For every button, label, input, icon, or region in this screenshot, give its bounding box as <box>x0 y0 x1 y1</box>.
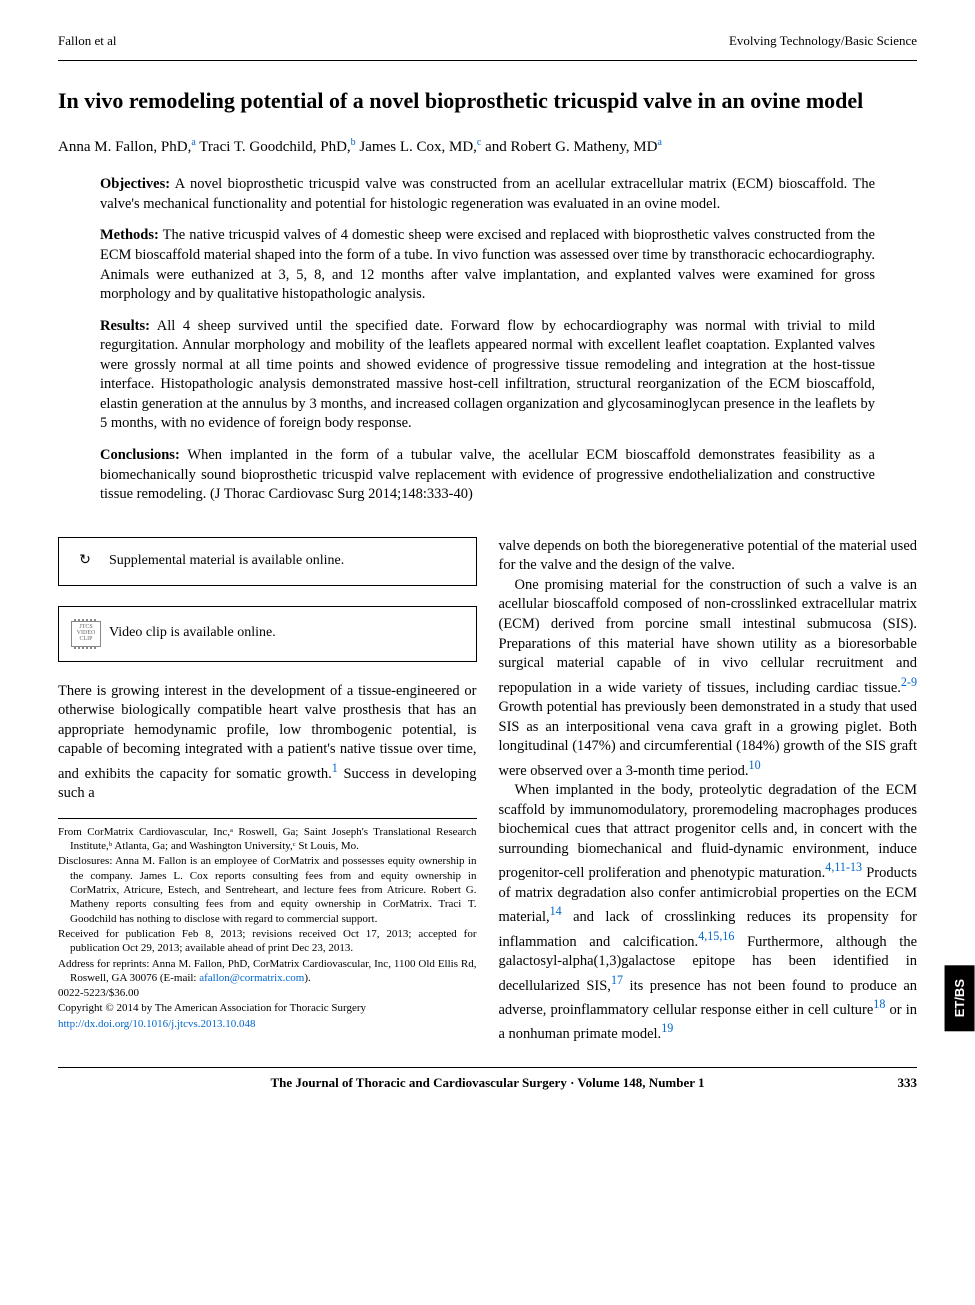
supplemental-box[interactable]: ↻ Supplemental material is available onl… <box>58 537 477 586</box>
citation-link[interactable]: 19 <box>661 1021 673 1035</box>
right-column: valve depends on both the bioregenerativ… <box>499 537 918 1045</box>
author-list: Anna M. Fallon, PhD,a Traci T. Goodchild… <box>0 114 975 157</box>
supplemental-icon: ↻ <box>71 552 99 571</box>
abstract: Objectives: A novel bioprosthetic tricus… <box>0 157 975 504</box>
left-column: ↻ Supplemental material is available onl… <box>58 537 477 1045</box>
supplemental-text: Supplemental material is available onlin… <box>109 552 344 571</box>
footnote-disclosures: Disclosures: Anna M. Fallon is an employ… <box>58 854 477 925</box>
running-header: Fallon et al Evolving Technology/Basic S… <box>0 0 975 58</box>
email-link[interactable]: afallon@cormatrix.com <box>199 972 304 984</box>
footnote-doi: http://dx.doi.org/10.1016/j.jtcvs.2013.1… <box>58 1017 477 1031</box>
abstract-label: Methods: <box>100 227 159 243</box>
abstract-text: When implanted in the form of a tubular … <box>100 447 875 502</box>
citation-link[interactable]: 4,11-13 <box>825 860 862 874</box>
citation-link[interactable]: 14 <box>550 904 562 918</box>
abstract-label: Results: <box>100 318 150 334</box>
citation-link[interactable]: 10 <box>749 758 761 772</box>
video-icon: JTCS VIDEO CLIP <box>71 621 99 647</box>
abstract-results: Results: All 4 sheep survived until the … <box>100 317 875 434</box>
footnote-from: From CorMatrix Cardiovascular, Inc,ᵃ Ros… <box>58 825 477 854</box>
abstract-objectives: Objectives: A novel bioprosthetic tricus… <box>100 175 875 214</box>
body-columns: ↻ Supplemental material is available onl… <box>0 517 975 1045</box>
doi-link[interactable]: http://dx.doi.org/10.1016/j.jtcvs.2013.1… <box>58 1018 256 1030</box>
footnote-address: Address for reprints: Anna M. Fallon, Ph… <box>58 957 477 986</box>
video-box[interactable]: JTCS VIDEO CLIP Video clip is available … <box>58 606 477 662</box>
header-left: Fallon et al <box>58 32 117 50</box>
footnotes: From CorMatrix Cardiovascular, Inc,ᵃ Ros… <box>58 825 477 1031</box>
section-tab: ET/BS <box>945 965 975 1031</box>
footnote-received: Received for publication Feb 8, 2013; re… <box>58 927 477 956</box>
citation-link[interactable]: 2-9 <box>901 675 917 689</box>
abstract-text: The native tricuspid valves of 4 domesti… <box>100 227 875 302</box>
body-paragraph: When implanted in the body, proteolytic … <box>499 781 918 1045</box>
abstract-label: Conclusions: <box>100 447 180 463</box>
article-title: In vivo remodeling potential of a novel … <box>0 61 975 115</box>
footnote-code: 0022-5223/$36.00 <box>58 986 477 1000</box>
footnote-rule <box>58 818 477 819</box>
header-right: Evolving Technology/Basic Science <box>729 32 917 50</box>
abstract-label: Objectives: <box>100 176 170 192</box>
citation-link[interactable]: 4,15,16 <box>698 929 734 943</box>
abstract-conclusions: Conclusions: When implanted in the form … <box>100 446 875 505</box>
body-paragraph: One promising material for the construct… <box>499 576 918 781</box>
citation-link[interactable]: 17 <box>611 973 623 987</box>
abstract-methods: Methods: The native tricuspid valves of … <box>100 226 875 304</box>
page-number: 333 <box>705 1074 917 1092</box>
body-paragraph: valve depends on both the bioregenerativ… <box>499 537 918 576</box>
page-footer: The Journal of Thoracic and Cardiovascul… <box>0 1068 975 1092</box>
journal-citation: The Journal of Thoracic and Cardiovascul… <box>270 1074 704 1092</box>
body-paragraph: There is growing interest in the develop… <box>58 682 477 804</box>
video-text: Video clip is available online. <box>109 624 276 643</box>
abstract-text: A novel bioprosthetic tricuspid valve wa… <box>100 176 875 212</box>
abstract-text: All 4 sheep survived until the specified… <box>100 318 875 432</box>
citation-link[interactable]: 18 <box>873 997 885 1011</box>
footnote-copyright: Copyright © 2014 by The American Associa… <box>58 1001 477 1015</box>
